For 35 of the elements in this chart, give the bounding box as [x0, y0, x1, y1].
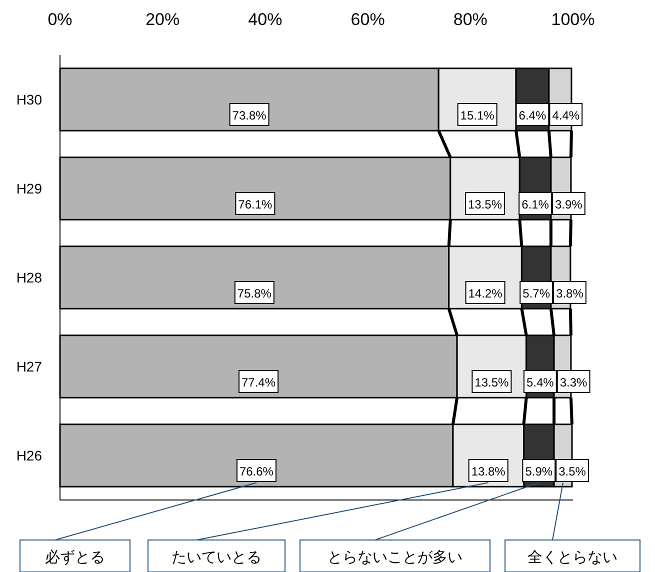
y-tick-label: H28: [16, 270, 42, 286]
data-label: 3.9%: [555, 198, 583, 212]
data-label: 13.8%: [471, 464, 506, 478]
data-label: 5.4%: [526, 376, 554, 390]
data-label: 3.5%: [558, 464, 586, 478]
text: 必ずとる: [45, 549, 105, 566]
data-label: 75.8%: [237, 286, 272, 300]
x-tick-label: 20%: [146, 10, 180, 29]
y-tick-label: H29: [16, 180, 42, 196]
data-label: 15.1%: [460, 108, 495, 122]
x-tick-label: 0%: [48, 10, 72, 29]
text: たいていとる: [172, 549, 262, 566]
x-tick-label: 40%: [248, 10, 282, 29]
data-label: 14.2%: [468, 286, 503, 300]
data-label: 5.9%: [525, 464, 553, 478]
x-tick-label: 80%: [453, 10, 488, 29]
data-label: 76.1%: [238, 198, 273, 212]
data-label: 77.4%: [242, 376, 276, 390]
y-tick-label: H26: [16, 448, 42, 464]
text: とらないことが多い: [328, 549, 462, 566]
y-tick-label: H27: [16, 358, 42, 374]
data-label: 4.4%: [552, 108, 580, 122]
data-label: 5.7%: [522, 286, 550, 300]
data-label: 76.6%: [239, 464, 274, 478]
text: 全くとらない: [528, 549, 618, 566]
data-label: 3.3%: [560, 376, 588, 390]
x-tick-label: 60%: [350, 10, 385, 29]
data-label: 6.1%: [522, 198, 550, 212]
data-label: 73.8%: [232, 108, 267, 122]
data-label: 6.4%: [518, 108, 546, 122]
x-tick-label: 100%: [551, 10, 595, 29]
data-label: 13.5%: [468, 198, 502, 212]
data-label: 13.5%: [474, 376, 510, 390]
data-label: 3.8%: [556, 286, 584, 300]
y-tick-label: H30: [16, 92, 42, 108]
